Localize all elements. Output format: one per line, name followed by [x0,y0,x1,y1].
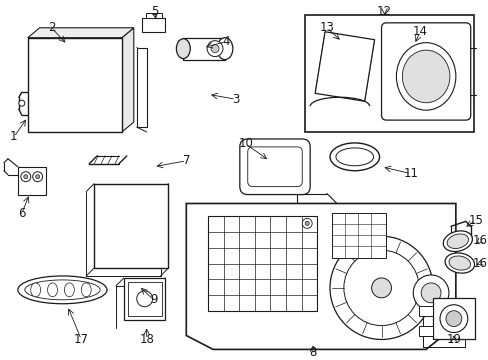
Bar [127,282,161,316]
Text: 3: 3 [232,93,239,106]
Text: 12: 12 [376,5,391,18]
Text: 16: 16 [472,234,487,247]
Ellipse shape [335,148,373,166]
Circle shape [302,219,311,228]
FancyBboxPatch shape [247,147,302,186]
Text: 9: 9 [149,293,157,306]
Text: 8: 8 [309,346,316,359]
Ellipse shape [31,283,41,297]
Bar [137,48,146,127]
Circle shape [412,275,448,311]
Text: 13: 13 [319,21,334,34]
Circle shape [371,278,391,298]
Circle shape [19,100,25,106]
Text: 1: 1 [10,130,18,144]
Ellipse shape [444,253,473,273]
Text: 19: 19 [446,333,461,346]
Bar [208,216,317,311]
Circle shape [24,175,28,179]
FancyBboxPatch shape [381,23,470,120]
Ellipse shape [329,143,379,171]
Text: 10: 10 [238,138,253,150]
Ellipse shape [402,50,449,103]
Circle shape [305,221,308,225]
Text: 11: 11 [403,167,418,180]
Text: 15: 15 [468,214,482,227]
Ellipse shape [442,231,471,252]
Text: 14: 14 [412,25,427,38]
Polygon shape [186,203,455,350]
Text: 18: 18 [139,333,154,346]
Bar [28,38,122,132]
Bar [18,167,45,194]
Bar [432,298,474,339]
Bar [331,213,386,258]
Bar [123,278,165,320]
Ellipse shape [81,283,91,297]
Ellipse shape [176,39,190,59]
Text: 7: 7 [182,154,190,167]
Polygon shape [122,28,134,132]
FancyBboxPatch shape [239,139,309,194]
Ellipse shape [448,256,469,270]
Circle shape [33,172,42,182]
Circle shape [329,236,432,339]
Ellipse shape [396,43,455,110]
Bar [418,306,432,316]
Text: 6: 6 [18,207,25,220]
Circle shape [445,311,461,327]
Text: 5: 5 [151,5,158,18]
Polygon shape [28,28,134,38]
Ellipse shape [217,38,232,59]
Bar [305,15,473,132]
Circle shape [36,175,40,179]
Bar [142,18,165,32]
Text: 16: 16 [472,257,487,270]
Circle shape [137,291,152,307]
Bar [183,38,224,59]
Bar [94,184,168,268]
Circle shape [207,41,223,57]
Text: 2: 2 [48,21,55,34]
Bar [418,325,432,336]
Circle shape [420,283,440,303]
Polygon shape [314,32,374,101]
Ellipse shape [64,283,74,297]
Bar [145,13,161,18]
Ellipse shape [25,280,100,300]
Circle shape [439,305,467,333]
Ellipse shape [446,234,468,248]
Circle shape [211,45,219,53]
Circle shape [21,172,31,182]
Ellipse shape [47,283,58,297]
Circle shape [343,250,418,325]
Text: 4: 4 [222,35,229,48]
Ellipse shape [18,276,107,304]
Text: 17: 17 [74,333,89,346]
